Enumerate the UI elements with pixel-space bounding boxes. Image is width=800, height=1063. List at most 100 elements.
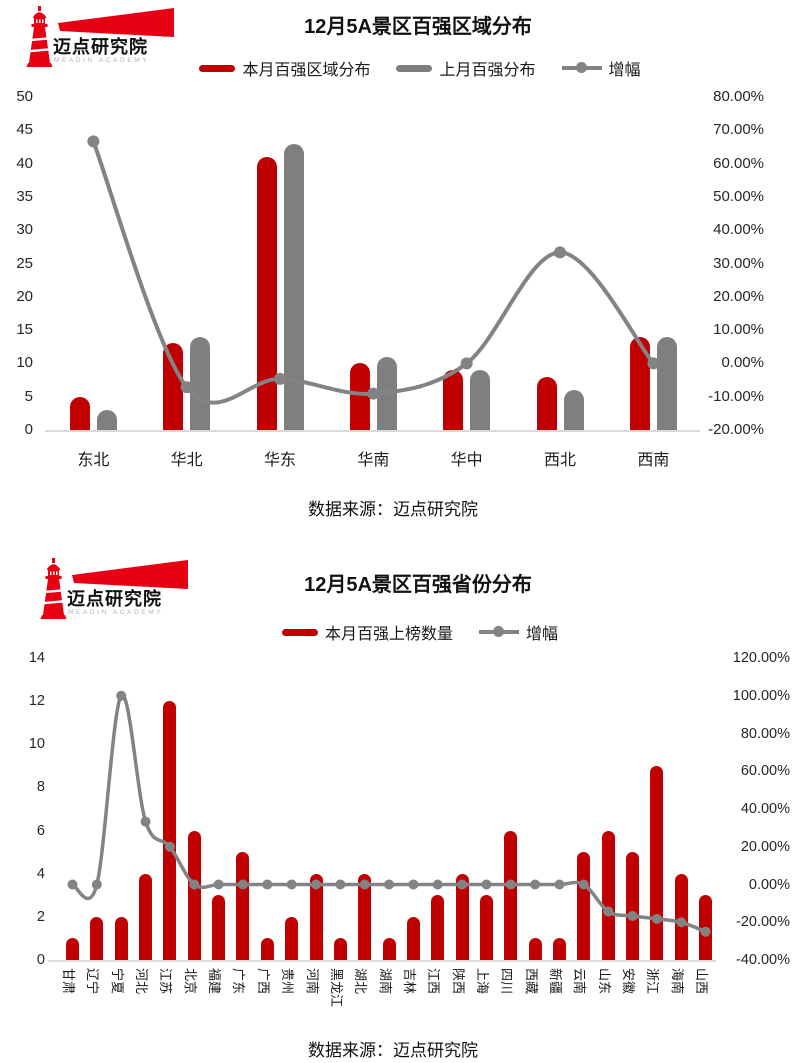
bar-previous [190,336,211,430]
bar-previous [376,356,397,430]
y-axis-left-tick: 20 [16,287,33,305]
logo-subtitle: MEADIN ACADEMY [68,609,164,616]
y-axis-left-tick: 2 [36,908,45,925]
category-label: 广西 [255,968,271,995]
category-label: 四川 [499,968,515,995]
y-axis-right-tick: 60.00% [713,154,764,172]
line-marker [140,816,151,827]
line-marker [335,879,346,890]
category-label: 华东 [264,452,297,469]
bar-current [114,916,128,960]
y-axis-right-tick: 40.00% [740,801,790,817]
bar-current [69,396,90,430]
line-marker [262,879,273,890]
category-label: 海南 [669,968,685,995]
bar-current [66,938,79,960]
y-axis-left-tick: 8 [36,779,45,796]
bar-current [553,938,566,960]
y-axis-left-tick: 12 [28,693,45,710]
x-axis-line [48,960,716,962]
bar-current [382,938,396,960]
light-beam-icon [58,8,174,37]
bar-current [650,765,664,960]
line-marker [481,879,492,890]
bar-previous [96,410,117,430]
line-marker [286,879,297,890]
line-marker [530,879,541,890]
y-axis-right-tick: 100.00% [732,687,790,704]
legend-bar-swatch [281,628,318,636]
y-axis-left-tick: 50 [16,88,33,105]
y-axis-left-tick: 14 [28,650,45,666]
bar-current [333,938,347,960]
bar-current [601,830,615,960]
category-label: 湖北 [353,968,369,995]
y-axis-right-tick: 20.00% [713,287,764,305]
y-axis-right-tick: -10.00% [708,387,764,405]
y-axis-left-tick: 40 [16,154,33,172]
bar-current [260,938,274,960]
bar-current [187,830,201,960]
bar-current [90,916,104,960]
bar-current [504,830,518,960]
bar-current [349,363,370,430]
y-axis-right-tick: -40.00% [735,952,790,968]
category-label: 安徽 [621,968,637,995]
category-label: 吉林 [401,968,417,995]
legend-item: 增幅 [479,620,558,644]
y-axis-left-tick: 35 [16,187,33,205]
category-label: 宁夏 [109,968,125,995]
category-label: 山西 [694,968,710,995]
legend-line-swatch [479,626,519,638]
y-axis-right-tick: 40.00% [713,221,764,239]
bar-current [674,873,688,960]
bar-current [626,852,640,960]
line-marker [384,879,395,890]
bar-current [443,370,464,430]
line-marker [554,246,567,259]
light-beam-icon [72,560,188,589]
y-axis-right-tick: -20.00% [708,421,764,438]
category-label: 西南 [637,452,670,469]
legend-item: 本月百强区域分布 [199,56,370,80]
bar-previous [656,336,677,430]
lighthouse-icon [26,6,174,67]
meadin-logo: 迈点研究院 MEADIN ACADEMY [26,6,191,72]
bar-current [629,336,650,430]
y-axis-left-tick: 10 [16,354,33,372]
y-axis-right-tick: 60.00% [740,763,790,780]
legend-marker-dot [493,626,504,638]
category-label: 新疆 [548,968,563,995]
line-marker [67,879,78,890]
tower-bands [28,19,52,53]
category-label: 华南 [357,452,390,469]
bar-current [479,895,493,960]
chart-title: 12月5A景区百强区域分布 [304,16,532,38]
category-label: 黑龙江 [328,968,344,1008]
bar-current [528,938,542,960]
chart-legend: 本月百强上榜数量 增幅 [0,620,800,644]
line-marker [460,357,473,370]
legend-item: 上月百强分布 [396,56,536,80]
bar-current [309,873,323,960]
y-axis-right-tick: 10.00% [713,321,764,339]
region-chart-section: 迈点研究院 MEADIN ACADEMY 12月5A景区百强区域分布 本月百强区… [16,6,764,519]
y-axis-right-tick: 50.00% [713,187,764,205]
category-label: 浙江 [645,968,661,995]
bar-current [212,895,226,960]
y-axis-right-tick: 0.00% [748,876,790,893]
logo-subtitle: MEADIN ACADEMY [54,57,150,64]
y-axis-right-tick: 70.00% [713,121,764,139]
category-label: 华北 [170,452,203,469]
bar-current [139,873,153,960]
bar-current [285,916,299,960]
category-label: 上海 [474,968,490,995]
y-axis-right-tick: 80.00% [740,725,790,742]
category-label: 江西 [426,968,442,995]
legend-bar-swatch [396,64,433,72]
plot-area: 14 12 10 8 6 4 2 0 120.00% 100.00% 80.00% 60.00% 40.… [0,540,800,1063]
legend-label: 增幅 [608,62,641,79]
category-label: 西藏 [523,968,539,995]
bar-current [536,376,557,430]
